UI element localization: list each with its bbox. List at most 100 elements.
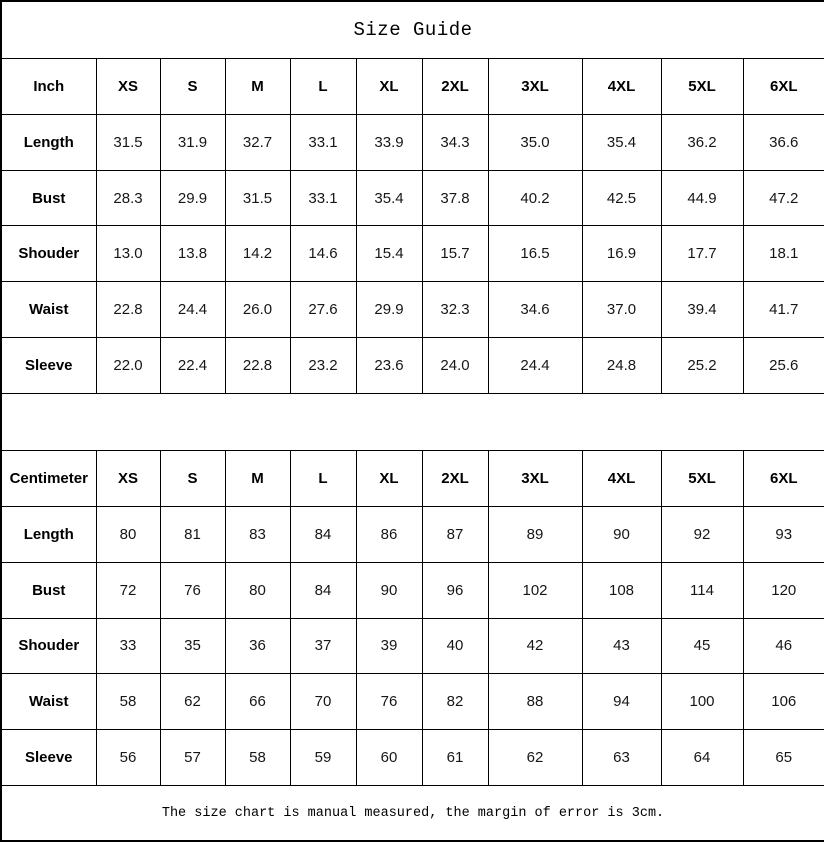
measurement-value: 33.1	[289, 169, 357, 227]
measurement-value: 25.2	[660, 337, 744, 395]
measurement-value: 39	[355, 617, 423, 675]
measurement-value: 28.3	[95, 169, 161, 227]
measurement-value: 37	[289, 617, 357, 675]
measurement-row: Length 31.5 31.9 32.7 33.1 33.9 34.3 35.0 35.4 36…	[0, 113, 824, 171]
measurement-value: 24.8	[581, 337, 662, 395]
measurement-label: Sleeve	[0, 337, 97, 395]
measurement-value: 24.4	[487, 337, 583, 395]
measurement-value: 15.7	[421, 225, 489, 283]
measurement-label: Bust	[0, 169, 97, 227]
measurement-value: 47.2	[742, 169, 824, 227]
measurement-value: 36.2	[660, 113, 744, 171]
measurement-value: 18.1	[742, 225, 824, 283]
measurement-value: 36.6	[742, 113, 824, 171]
measurement-value: 76	[159, 561, 226, 619]
measurement-value: 88	[487, 673, 583, 731]
measurement-row: Length 80 81 83 84 86 87 89 90 92 93	[0, 505, 824, 563]
measurement-value: 90	[355, 561, 423, 619]
measurement-value: 58	[95, 673, 161, 731]
size-column-header: XL	[355, 57, 423, 115]
measurement-value: 89	[487, 505, 583, 563]
size-column-header: 2XL	[421, 57, 489, 115]
measurement-row: Bust 72 76 80 84 90 96 102 108 114 120	[0, 561, 824, 619]
measurement-value: 22.0	[95, 337, 161, 395]
measurement-value: 34.3	[421, 113, 489, 171]
measurement-value: 57	[159, 729, 226, 787]
measurement-value: 94	[581, 673, 662, 731]
measurement-value: 37.0	[581, 281, 662, 339]
measurement-value: 40.2	[487, 169, 583, 227]
size-column-header: 3XL	[487, 449, 583, 507]
measurement-label: Waist	[0, 281, 97, 339]
measurement-value: 108	[581, 561, 662, 619]
size-column-header: M	[224, 449, 291, 507]
measurement-value: 35.4	[355, 169, 423, 227]
measurement-value: 90	[581, 505, 662, 563]
size-column-header: XS	[95, 57, 161, 115]
size-column-header: XL	[355, 449, 423, 507]
measurement-value: 37.8	[421, 169, 489, 227]
table-gap-row	[0, 393, 824, 451]
measurement-value: 62	[487, 729, 583, 787]
page-title: Size Guide	[0, 0, 824, 59]
measurement-value: 114	[660, 561, 744, 619]
measurement-value: 26.0	[224, 281, 291, 339]
measurement-row: Sleeve 56 57 58 59 60 61 62 63 64 65	[0, 729, 824, 787]
measurement-value: 84	[289, 561, 357, 619]
measurement-value: 120	[742, 561, 824, 619]
measurement-value: 66	[224, 673, 291, 731]
measurement-value: 45	[660, 617, 744, 675]
measurement-value: 13.0	[95, 225, 161, 283]
measurement-value: 31.9	[159, 113, 226, 171]
measurement-value: 56	[95, 729, 161, 787]
measurement-label: Shouder	[0, 617, 97, 675]
measurement-value: 93	[742, 505, 824, 563]
measurement-value: 43	[581, 617, 662, 675]
measurement-value: 33.1	[289, 113, 357, 171]
measurement-value: 16.5	[487, 225, 583, 283]
measurement-value: 24.4	[159, 281, 226, 339]
measurement-value: 39.4	[660, 281, 744, 339]
measurement-value: 46	[742, 617, 824, 675]
measurement-value: 72	[95, 561, 161, 619]
unit-label: Inch	[0, 57, 97, 115]
measurement-value: 86	[355, 505, 423, 563]
measurement-value: 87	[421, 505, 489, 563]
measurement-row: Shouder 33 35 36 37 39 40 42 43 45 46	[0, 617, 824, 675]
measurement-value: 15.4	[355, 225, 423, 283]
measurement-value: 41.7	[742, 281, 824, 339]
measurement-value: 35.0	[487, 113, 583, 171]
measurement-value: 33	[95, 617, 161, 675]
size-column-header: M	[224, 57, 291, 115]
footer-note: The size chart is manual measured, the m…	[0, 785, 824, 842]
measurement-label: Length	[0, 113, 97, 171]
size-header-row: Centimeter XS S M L XL 2XL 3XL 4XL 5XL 6XL	[0, 449, 824, 507]
measurement-value: 14.2	[224, 225, 291, 283]
size-column-header: 5XL	[660, 449, 744, 507]
measurement-row: Shouder 13.0 13.8 14.2 14.6 15.4 15.7 16.5 16.9 1…	[0, 225, 824, 283]
measurement-label: Bust	[0, 561, 97, 619]
measurement-value: 80	[95, 505, 161, 563]
measurement-label: Sleeve	[0, 729, 97, 787]
measurement-value: 17.7	[660, 225, 744, 283]
size-column-header: 4XL	[581, 57, 662, 115]
measurement-value: 82	[421, 673, 489, 731]
measurement-value: 83	[224, 505, 291, 563]
size-header-row: Inch XS S M L XL 2XL 3XL 4XL 5XL 6XL	[0, 57, 824, 115]
measurement-value: 32.7	[224, 113, 291, 171]
size-column-header: S	[159, 449, 226, 507]
measurement-value: 80	[224, 561, 291, 619]
measurement-value: 32.3	[421, 281, 489, 339]
measurement-value: 62	[159, 673, 226, 731]
measurement-value: 64	[660, 729, 744, 787]
size-column-header: 6XL	[742, 57, 824, 115]
measurement-value: 16.9	[581, 225, 662, 283]
measurement-value: 22.8	[224, 337, 291, 395]
measurement-value: 23.2	[289, 337, 357, 395]
measurement-label: Waist	[0, 673, 97, 731]
measurement-value: 44.9	[660, 169, 744, 227]
inch-table-body: Inch XS S M L XL 2XL 3XL 4XL 5XL 6XL Length 31.5 31.9…	[0, 57, 824, 395]
unit-label: Centimeter	[0, 449, 97, 507]
measurement-value: 29.9	[355, 281, 423, 339]
